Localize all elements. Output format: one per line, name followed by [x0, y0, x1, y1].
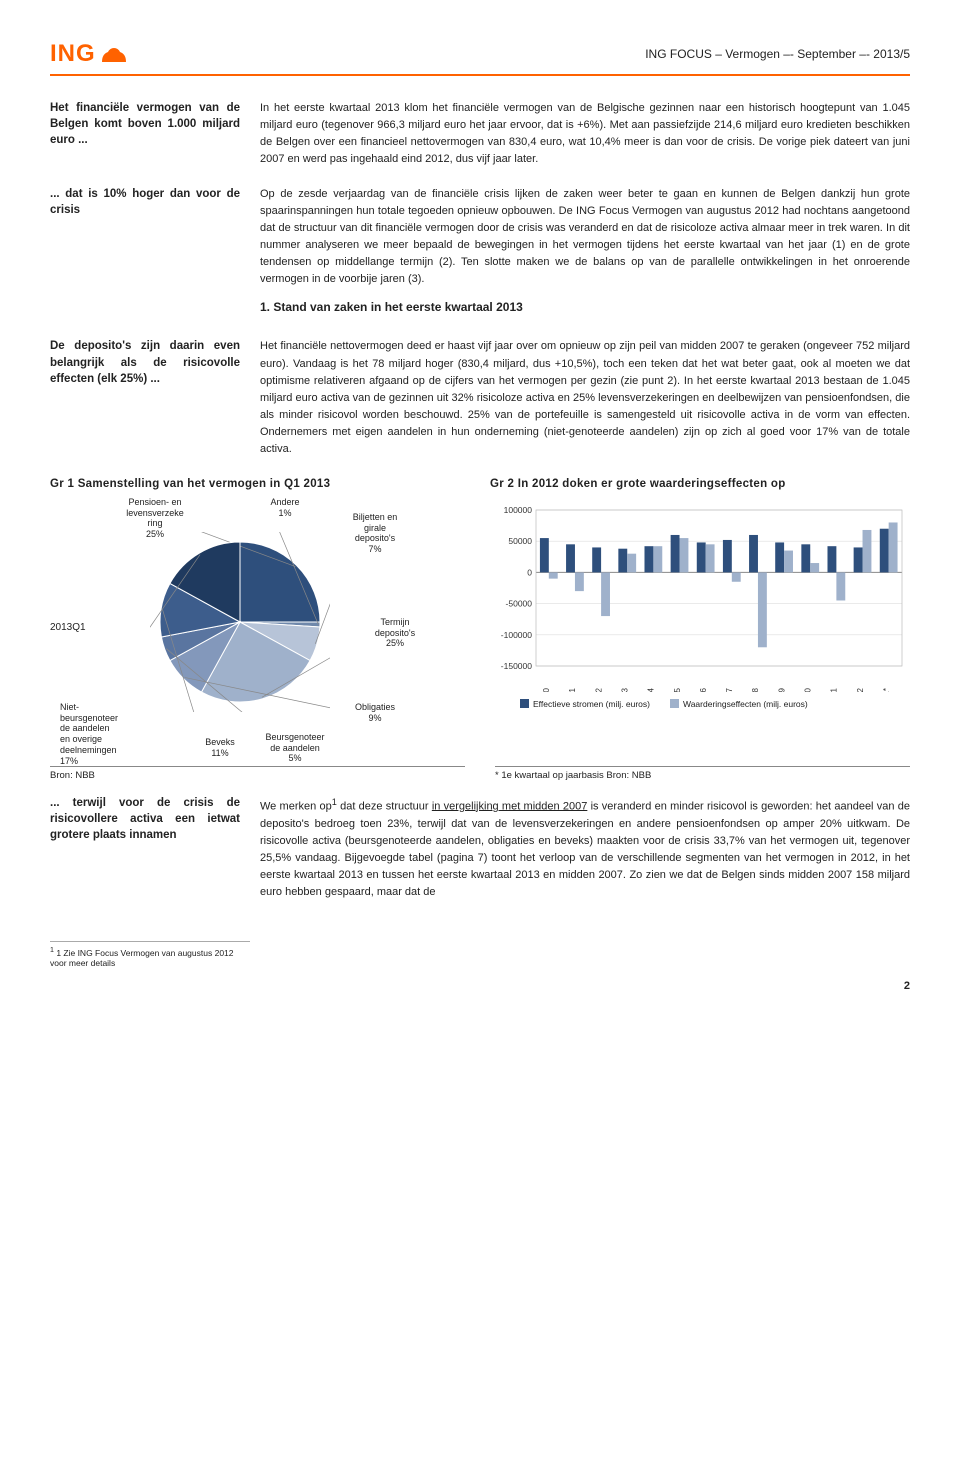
pie-chart-svg [150, 532, 330, 712]
bar [775, 542, 784, 572]
pie-label: Andere1% [240, 497, 330, 519]
svg-text:-50000: -50000 [506, 598, 533, 608]
svg-text:100000: 100000 [504, 505, 533, 515]
legend-item: Waarderingseffecten (milj. euros) [670, 699, 808, 709]
bar [680, 538, 689, 572]
lion-icon [100, 44, 128, 64]
pie-label: Obligaties9% [330, 702, 420, 724]
bar [836, 572, 845, 600]
footnote: 1 1 Zie ING Focus Vermogen van augustus … [50, 941, 250, 968]
bar [592, 547, 601, 572]
bar [723, 540, 732, 572]
pie-slice [240, 542, 320, 622]
bar [732, 572, 741, 581]
bar-legend: Effectieve stromen (milj. euros) Waarderi… [490, 699, 910, 709]
document-title: ING FOCUS – Vermogen –- September –- 201… [645, 47, 910, 61]
chart-1-source: Bron: NBB [50, 766, 465, 781]
svg-text:2011: 2011 [830, 687, 839, 692]
pie-label: Beveks11% [175, 737, 265, 759]
charts-row: Gr 1 Samenstelling van het vermogen in Q… [50, 478, 910, 762]
chart-2-source: * 1e kwartaal op jaarbasis Bron: NBB [495, 766, 910, 781]
bar [540, 538, 549, 572]
svg-text:-100000: -100000 [501, 630, 532, 640]
svg-text:2001: 2001 [568, 687, 577, 692]
bar [749, 535, 758, 572]
bar [863, 530, 872, 572]
logo-text: ING [50, 40, 96, 68]
bar [810, 563, 819, 572]
section-heading-1: 1. Stand van zaken in het eerste kwartaa… [260, 300, 910, 314]
sidebar-note-2: ... dat is 10% hoger dan voor de crisis [50, 186, 240, 218]
bar [618, 548, 627, 572]
chart-1-side-label: 2013Q1 [50, 622, 86, 633]
chart-1-title: Gr 1 Samenstelling van het vermogen in Q… [50, 478, 460, 490]
legend-item: Effectieve stromen (milj. euros) [520, 699, 650, 709]
bar [644, 546, 653, 572]
svg-text:50000: 50000 [508, 536, 532, 546]
bar [575, 572, 584, 591]
paragraph-3: Het financiële nettovermogen deed er haa… [260, 338, 910, 457]
bar [566, 544, 575, 572]
bar [880, 529, 889, 573]
svg-text:2005: 2005 [673, 687, 682, 692]
pie-label: Termijndeposito's25% [350, 617, 440, 649]
page-header: ING ING FOCUS – Vermogen –- September –-… [50, 40, 910, 76]
paragraph-4: We merken op1 dat deze structuur in verg… [260, 795, 910, 901]
bar [697, 542, 706, 572]
bar [758, 572, 767, 647]
bar [854, 547, 863, 572]
ing-logo: ING [50, 40, 128, 68]
svg-text:2012: 2012 [856, 687, 865, 692]
page-number: 2 [50, 980, 910, 992]
bar [827, 546, 836, 572]
svg-text:2000: 2000 [542, 687, 551, 692]
bar [627, 553, 636, 572]
bar [784, 550, 793, 572]
bar [549, 572, 558, 578]
svg-text:-150000: -150000 [501, 661, 532, 671]
svg-text:2007: 2007 [725, 687, 734, 692]
svg-text:2013Q1*: 2013Q1* [882, 688, 891, 692]
chart-1: Gr 1 Samenstelling van het vermogen in Q… [50, 478, 460, 762]
svg-text:2009: 2009 [777, 687, 786, 692]
svg-text:2008: 2008 [751, 687, 760, 692]
paragraph-1: In het eerste kwartaal 2013 klom het fin… [260, 100, 910, 168]
svg-text:2006: 2006 [699, 687, 708, 692]
bar [706, 544, 715, 572]
bar [601, 572, 610, 616]
bar [889, 522, 898, 572]
bar [671, 535, 680, 572]
svg-text:2002: 2002 [594, 687, 603, 692]
svg-text:2003: 2003 [621, 687, 630, 692]
svg-text:2004: 2004 [647, 687, 656, 692]
sidebar-note-3: De deposito's zijn daarin even belangrij… [50, 338, 240, 386]
sidebar-note-1: Het financiële vermogen van de Belgen ko… [50, 100, 240, 148]
paragraph-2: Op de zesde verjaardag van de financiële… [260, 186, 910, 288]
pie-label: Biljetten engiraledeposito's7% [330, 512, 420, 555]
svg-text:2010: 2010 [804, 687, 813, 692]
sidebar-note-4: ... terwijl voor de crisis de risicovoll… [50, 795, 240, 843]
pie-label: Niet-beursgenoteerde aandelenen overiged… [60, 702, 150, 767]
bar [653, 546, 662, 572]
chart-2: Gr 2 In 2012 doken er grote waarderingse… [490, 478, 910, 762]
chart-2-title: Gr 2 In 2012 doken er grote waarderingse… [490, 478, 910, 490]
bar-chart-svg: -150000 -100000 -50000 0 50000 100000 2000 2001… [490, 502, 910, 692]
bar [801, 544, 810, 572]
svg-text:0: 0 [527, 567, 532, 577]
